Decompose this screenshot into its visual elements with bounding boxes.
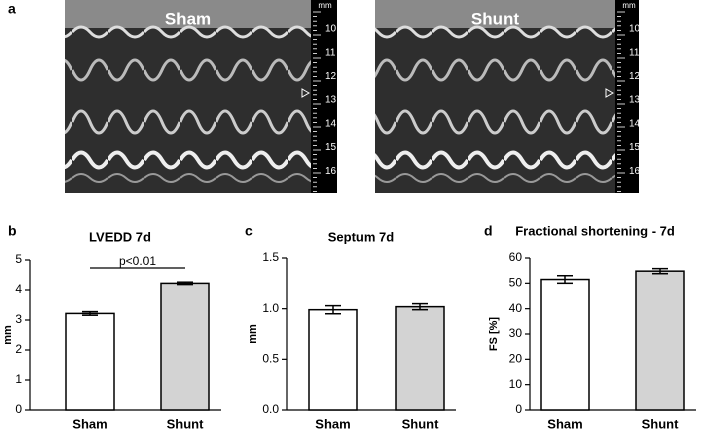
y-axis-label: FS [%] — [488, 317, 500, 352]
y-tick-label: 4 — [15, 282, 22, 296]
mmode-image — [375, 0, 615, 193]
bar — [308, 308, 358, 411]
panel-label: a — [8, 1, 16, 17]
y-tick-label: 2 — [15, 342, 22, 356]
x-tick-label: Shunt — [642, 416, 679, 431]
panel-label: b — [8, 223, 17, 239]
bar — [395, 305, 445, 411]
x-tick-label: Sham — [72, 416, 107, 431]
y-tick-label: 1.0 — [262, 301, 279, 315]
depth-label: 10 — [629, 24, 641, 35]
depth-label: 12 — [629, 71, 641, 82]
y-tick-label: 40 — [509, 301, 523, 315]
chart-title: Septum 7d — [328, 229, 395, 244]
y-tick-label: 1.5 — [262, 250, 279, 264]
y-tick-label: 30 — [509, 326, 523, 340]
depth-label: 15 — [325, 142, 337, 153]
panel-label: d — [484, 223, 493, 239]
depth-label: 16 — [325, 166, 337, 177]
y-tick-label: 0.5 — [262, 352, 279, 366]
bar — [540, 278, 590, 411]
ruler — [615, 0, 639, 193]
x-tick-label: Shunt — [167, 416, 204, 431]
ruler — [311, 0, 337, 193]
panel-label: c — [245, 223, 253, 239]
y-tick-label: 5 — [15, 252, 22, 266]
x-tick-label: Sham — [315, 416, 350, 431]
bar — [65, 312, 115, 411]
depth-label: 11 — [629, 47, 640, 58]
depth-marker — [605, 88, 615, 98]
chart-title: LVEDD 7d — [89, 229, 151, 244]
annotation: p<0.01 — [119, 254, 156, 268]
y-tick-label: 20 — [509, 352, 523, 366]
depth-label: 14 — [629, 118, 641, 129]
y-tick-label: 1 — [15, 372, 22, 386]
depth-label: 13 — [629, 95, 641, 106]
ruler-unit: mm — [318, 1, 332, 10]
depth-label: 10 — [325, 24, 337, 35]
depth-label: 16 — [629, 166, 641, 177]
y-tick-label: 50 — [509, 276, 523, 290]
depth-label: 11 — [325, 47, 336, 58]
y-tick-label: 0 — [15, 402, 22, 416]
y-axis-label: mm — [247, 324, 259, 344]
y-tick-label: 0.0 — [262, 402, 279, 416]
depth-marker — [301, 88, 311, 98]
chart-title: Fractional shortening - 7d — [515, 223, 675, 238]
bar — [635, 270, 685, 411]
y-axis-label: mm — [2, 325, 14, 345]
depth-label: 12 — [325, 71, 337, 82]
depth-label: 15 — [629, 142, 641, 153]
y-tick-label: 60 — [509, 250, 523, 264]
x-tick-label: Sham — [547, 416, 582, 431]
mmode-image — [65, 0, 311, 193]
depth-label: 13 — [325, 95, 337, 106]
ruler-unit: mm — [622, 1, 636, 10]
y-tick-label: 3 — [15, 312, 22, 326]
image-title: Shunt — [471, 9, 519, 28]
depth-label: 14 — [325, 118, 337, 129]
bar — [160, 282, 210, 411]
y-tick-label: 10 — [509, 377, 523, 391]
image-title: Sham — [165, 9, 211, 28]
y-tick-label: 0 — [515, 402, 522, 416]
x-tick-label: Shunt — [402, 416, 439, 431]
